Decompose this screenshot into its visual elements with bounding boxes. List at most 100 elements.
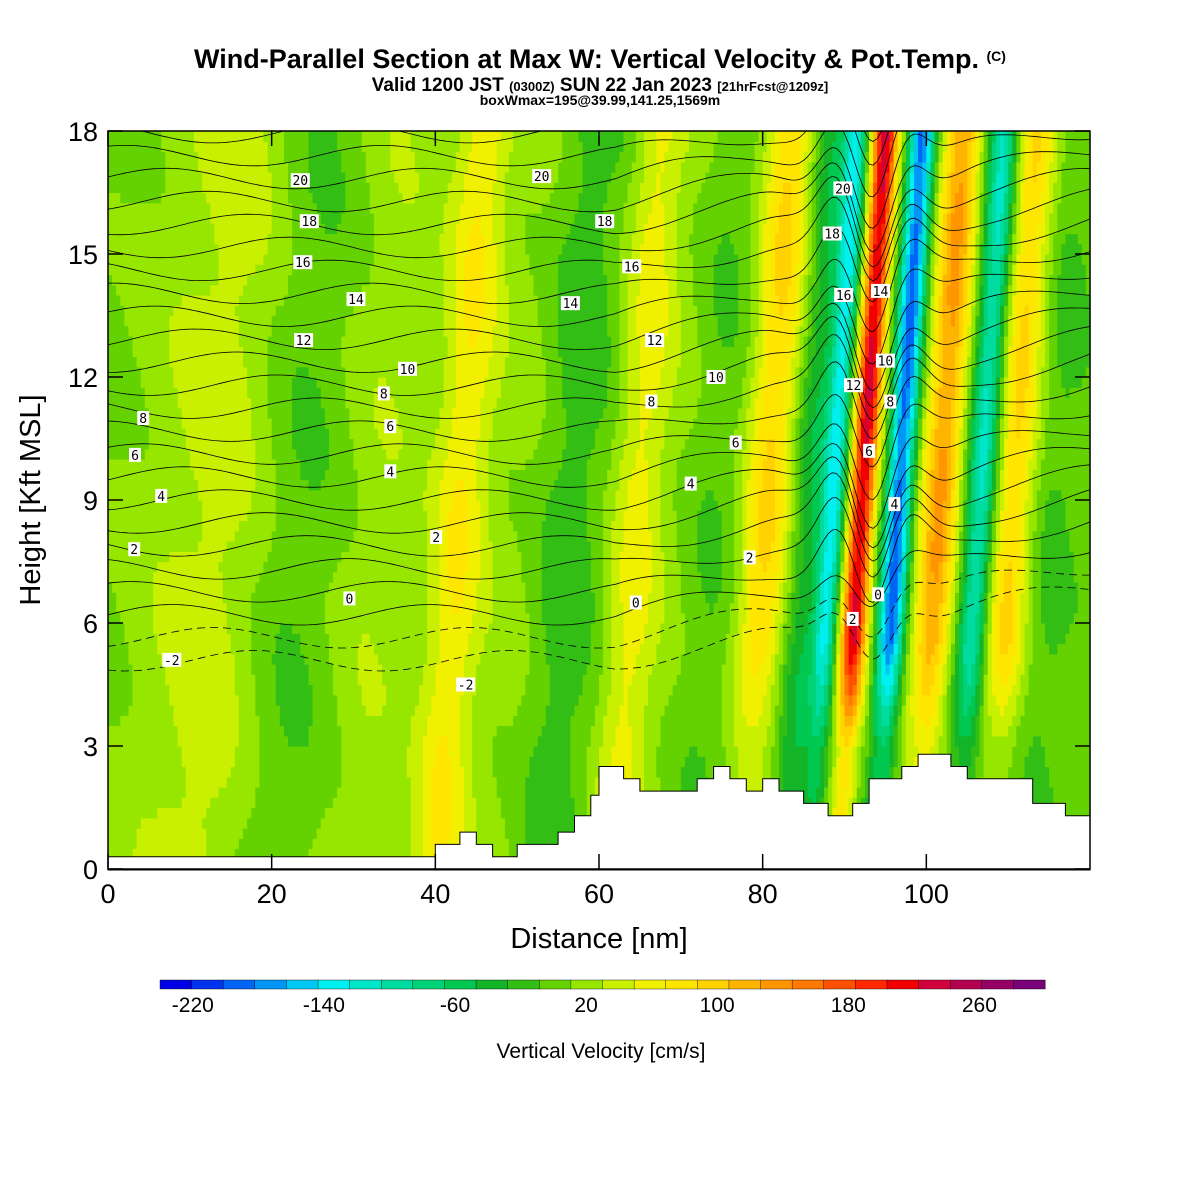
w-cell xyxy=(455,705,461,716)
w-cell xyxy=(210,746,215,757)
w-cell xyxy=(300,705,305,716)
w-cell xyxy=(1081,664,1087,675)
w-cell xyxy=(439,797,445,809)
w-cell xyxy=(496,653,502,665)
w-cell xyxy=(639,725,645,737)
w-cell xyxy=(431,715,436,727)
w-cell xyxy=(832,746,837,757)
w-cell xyxy=(529,776,535,788)
w-cell xyxy=(112,797,117,809)
w-cell xyxy=(120,653,125,665)
w-cell xyxy=(832,787,837,798)
w-cell xyxy=(189,674,195,686)
w-cell xyxy=(689,684,694,696)
w-cell xyxy=(169,664,175,675)
w-cell xyxy=(132,664,138,675)
w-cell xyxy=(320,807,326,819)
w-cell xyxy=(492,766,498,778)
w-cell xyxy=(623,735,629,747)
w-cell xyxy=(693,715,698,727)
w-cell xyxy=(856,705,862,716)
w-cell xyxy=(611,735,616,747)
w-cell xyxy=(128,807,134,819)
w-cell xyxy=(345,694,351,706)
w-cell xyxy=(165,838,170,850)
w-cell xyxy=(1077,684,1083,696)
w-cell xyxy=(476,787,481,798)
w-cell xyxy=(480,766,486,778)
w-cell xyxy=(652,694,657,706)
w-cell xyxy=(459,787,465,798)
w-cell xyxy=(656,776,661,788)
w-cell xyxy=(848,674,854,686)
w-cell xyxy=(144,674,150,686)
w-cell xyxy=(177,787,183,798)
w-cell xyxy=(308,664,314,675)
w-cell xyxy=(443,746,449,757)
w-cell xyxy=(983,756,989,768)
w-cell xyxy=(378,766,383,778)
w-cell xyxy=(218,705,224,716)
w-cell xyxy=(230,807,236,819)
w-cell xyxy=(353,766,359,778)
w-cell xyxy=(279,756,285,768)
w-cell xyxy=(1049,674,1054,686)
w-cell xyxy=(202,674,207,686)
w-cell xyxy=(357,848,363,860)
w-cell xyxy=(218,776,224,788)
w-cell xyxy=(676,715,682,727)
w-cell xyxy=(148,725,154,737)
w-cell xyxy=(198,838,203,850)
w-cell xyxy=(443,776,449,788)
w-cell xyxy=(312,653,318,665)
w-cell xyxy=(946,715,952,727)
w-cell xyxy=(124,756,130,768)
w-cell xyxy=(316,664,322,675)
w-cell xyxy=(435,674,441,686)
w-cell xyxy=(447,746,453,757)
w-cell xyxy=(500,653,506,665)
w-cell xyxy=(1049,735,1054,747)
w-cell xyxy=(504,725,510,737)
w-cell xyxy=(418,664,424,675)
w-cell xyxy=(418,674,424,686)
w-cell xyxy=(635,684,641,696)
w-cell xyxy=(116,653,121,665)
w-cell xyxy=(578,715,584,727)
w-cell xyxy=(492,756,498,768)
w-cell xyxy=(198,674,203,686)
w-cell xyxy=(905,725,911,737)
w-cell xyxy=(263,746,269,757)
w-cell xyxy=(836,664,842,675)
w-cell xyxy=(922,684,927,696)
w-cell xyxy=(979,674,985,686)
w-cell xyxy=(1053,725,1058,737)
w-cell xyxy=(410,715,416,727)
w-cell xyxy=(312,705,318,716)
w-cell xyxy=(1012,746,1017,757)
w-cell xyxy=(799,674,805,686)
w-cell xyxy=(999,715,1005,727)
w-cell xyxy=(513,746,518,757)
w-cell xyxy=(521,756,526,768)
w-cell xyxy=(423,715,428,727)
w-cell xyxy=(206,776,211,788)
w-cell xyxy=(574,684,580,696)
w-cell xyxy=(427,715,432,727)
w-cell xyxy=(807,684,813,696)
w-cell xyxy=(275,848,281,860)
w-cell xyxy=(369,807,375,819)
w-cell xyxy=(586,674,592,686)
w-cell xyxy=(1057,756,1062,768)
w-cell xyxy=(324,838,330,850)
w-cell xyxy=(423,838,428,850)
w-cell xyxy=(713,756,719,768)
w-cell xyxy=(901,735,907,747)
w-cell xyxy=(1049,797,1054,809)
w-cell xyxy=(729,746,735,757)
w-cell xyxy=(234,664,240,675)
w-cell xyxy=(345,797,351,809)
w-cell xyxy=(161,694,166,706)
w-cell xyxy=(394,797,400,809)
w-cell xyxy=(427,766,432,778)
